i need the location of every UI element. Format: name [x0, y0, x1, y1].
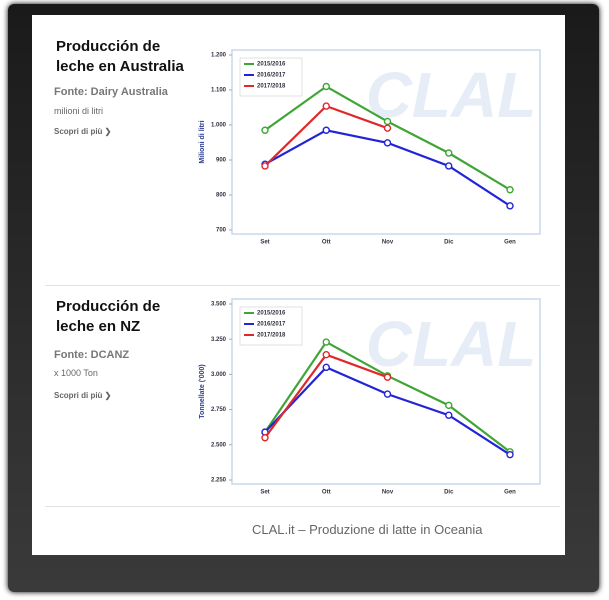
chart-title: Producción de leche en Australia	[56, 38, 184, 75]
y-axis-label: Tonnellate ('000)	[199, 364, 206, 418]
legend-label: 2016/2017	[257, 73, 286, 79]
link[interactable]: Scopri di più ❯	[54, 127, 112, 136]
x-tick-label: Nov	[382, 490, 394, 496]
x-tick-label: Nov	[382, 240, 394, 246]
marker	[261, 162, 269, 170]
y-tick-label: 2.750	[211, 407, 227, 413]
marker	[322, 350, 330, 359]
x-tick-label: Set	[260, 240, 269, 246]
x-tick-label: Dic	[444, 490, 454, 496]
marker	[383, 124, 392, 132]
marker	[445, 411, 453, 419]
source: Fonte: DCANZ	[54, 349, 130, 361]
x-tick-label: Ott	[322, 490, 331, 496]
marker	[261, 434, 269, 442]
x-tick-label: Dic	[444, 240, 454, 246]
y-tick-label: 1.000	[211, 123, 227, 129]
chart-title: Producción de leche en NZ	[56, 298, 161, 335]
marker	[445, 162, 453, 170]
marker	[445, 401, 453, 410]
watermark: CLAL	[366, 59, 537, 131]
y-tick-label: 700	[216, 228, 227, 234]
x-tick-label: Gen	[504, 490, 516, 496]
marker	[383, 117, 392, 126]
x-tick-label: Gen	[504, 240, 516, 246]
y-tick-label: 2.250	[211, 478, 227, 484]
unit: milioni di litri	[54, 106, 104, 116]
marker	[261, 126, 269, 134]
marker	[383, 390, 392, 398]
marker	[322, 102, 330, 110]
y-tick-label: 2.500	[211, 442, 227, 448]
marker	[322, 338, 330, 346]
y-tick-label: 3.250	[211, 337, 227, 343]
legend-label: 2015/2016	[257, 62, 286, 68]
y-tick-label: 1.200	[211, 53, 227, 59]
marker	[322, 363, 330, 372]
marker	[383, 373, 392, 381]
marker	[445, 149, 453, 157]
marker	[383, 139, 392, 147]
marker	[506, 450, 514, 459]
legend-label: 2015/2016	[257, 311, 286, 317]
watermark: CLAL	[366, 308, 537, 380]
y-tick-label: 1.100	[211, 88, 227, 94]
legend-label: 2016/2017	[257, 322, 286, 328]
legend-label: 2017/2018	[257, 333, 286, 339]
marker	[506, 202, 514, 210]
legend-label: 2017/2018	[257, 84, 286, 90]
y-tick-label: 3.500	[211, 302, 227, 308]
marker	[506, 186, 514, 194]
y-tick-label: 3.000	[211, 372, 227, 378]
unit: x 1000 Ton	[54, 368, 98, 378]
link[interactable]: Scopri di più ❯	[54, 391, 112, 400]
separator	[45, 506, 560, 507]
separator	[45, 285, 560, 286]
x-tick-label: Set	[260, 490, 269, 496]
y-axis-label: Milioni di litri	[199, 120, 206, 163]
marker	[322, 82, 330, 91]
y-tick-label: 800	[216, 193, 227, 199]
caption: CLAL.it – Produzione di latte in Oceania	[252, 522, 483, 537]
source: Fonte: Dairy Australia	[54, 86, 168, 98]
marker	[322, 126, 330, 134]
x-tick-label: Ott	[322, 240, 331, 246]
y-tick-label: 900	[216, 158, 227, 164]
